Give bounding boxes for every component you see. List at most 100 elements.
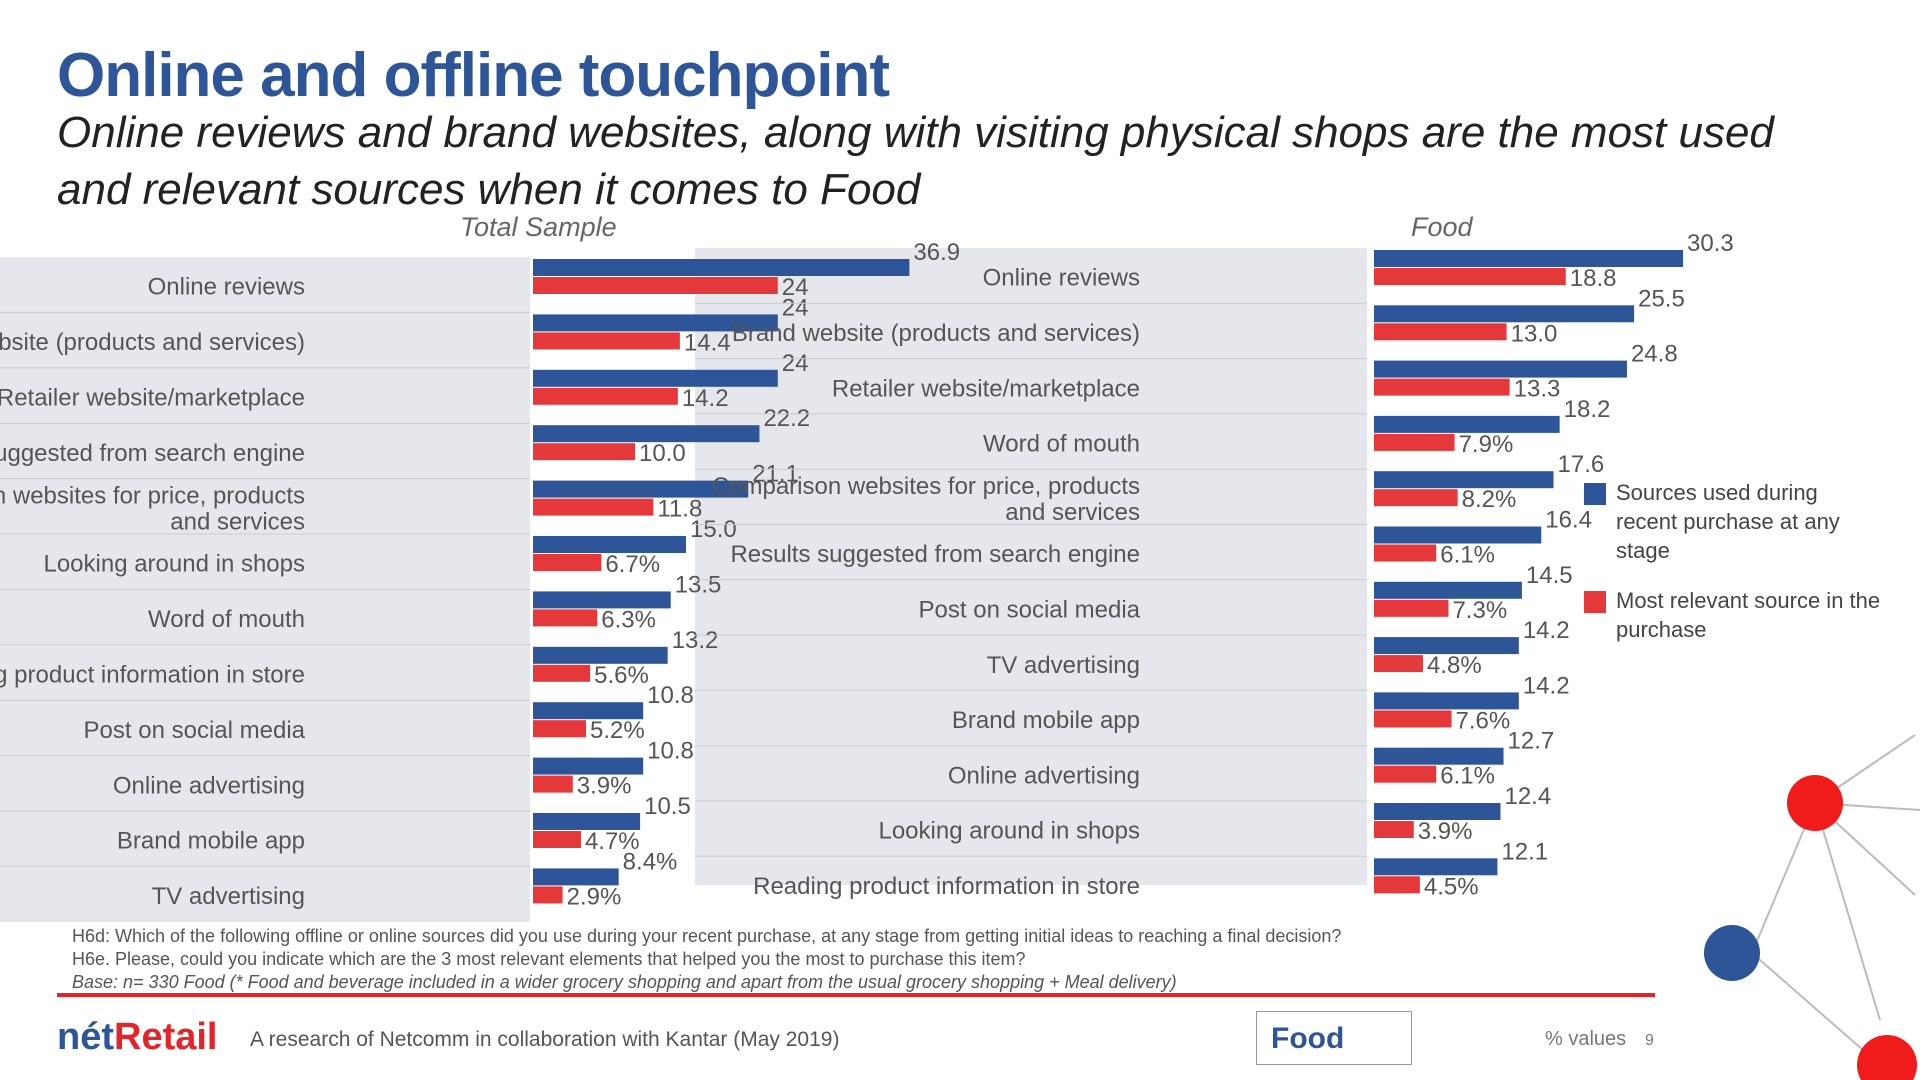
bar-relevant (533, 720, 587, 738)
value-label-used: 15.0 (690, 516, 737, 543)
section-tag: Food (1256, 1011, 1412, 1065)
value-label-relevant: 4.7% (585, 828, 640, 855)
legend-item-relevant: Most relevant source in the purchase (1584, 586, 1884, 644)
value-label-relevant: 7.6% (1456, 707, 1511, 734)
value-label-relevant: 14.4 (684, 329, 731, 356)
footnote-question-h6d: H6d: Which of the following offline or o… (72, 926, 1342, 946)
bar-relevant (1374, 323, 1507, 341)
bar-relevant (1374, 433, 1455, 451)
research-credit: A research of Netcomm in collaboration w… (250, 1028, 840, 1051)
value-label-relevant: 8.2% (1462, 486, 1517, 513)
bar-used (533, 259, 910, 276)
value-label-relevant: 18.8 (1570, 265, 1617, 292)
bar-used (533, 591, 671, 609)
bar-used (1374, 858, 1498, 876)
category-label: Results suggested from search engine (730, 541, 1140, 568)
value-label-used: 10.8 (647, 682, 694, 709)
bar-relevant (1374, 765, 1437, 783)
chart-legend: Sources used during recent purchase at a… (1584, 478, 1884, 665)
value-label-used: 24 (782, 350, 809, 377)
category-label: Comparison websites for price, productsa… (0, 482, 305, 535)
category-label: Reading product information in store (0, 662, 305, 689)
value-label-used: 12.7 (1508, 728, 1555, 755)
value-label-relevant: 13.3 (1514, 376, 1561, 403)
category-label: Word of mouth (148, 606, 305, 633)
bar-relevant (1374, 821, 1414, 838)
bar-relevant (533, 332, 680, 350)
network-line (1751, 952, 1881, 1066)
value-label-used: 12.1 (1501, 838, 1548, 865)
bar-used (1374, 803, 1501, 820)
bar-used (1374, 250, 1684, 267)
bar-relevant (533, 443, 635, 461)
category-label: Results suggested from search engine (0, 440, 305, 467)
footnote-question-h6e: H6e. Please, could you indicate which ar… (72, 949, 1026, 969)
value-label-used: 25.5 (1638, 285, 1685, 312)
value-label-used: 16.4 (1545, 507, 1592, 534)
value-label-relevant: 6.1% (1440, 763, 1495, 790)
value-label-used: 12.4 (1504, 783, 1551, 810)
bar-relevant (533, 886, 563, 904)
bar-used (1374, 747, 1504, 765)
category-label: Online advertising (948, 762, 1140, 789)
value-label-used: 24 (782, 294, 809, 321)
label-panel-food (695, 248, 1367, 885)
category-label: Retailer website/marketplace (0, 385, 305, 412)
category-label: Word of mouth (983, 431, 1140, 458)
bar-relevant (533, 554, 602, 571)
legend-label-relevant: Most relevant source in the purchase (1616, 588, 1881, 642)
value-label-relevant: 7.3% (1452, 597, 1507, 624)
category-label: Brand website (products and services) (732, 320, 1140, 347)
category-label: TV advertising (152, 883, 305, 910)
value-label-used: 36.9 (913, 239, 960, 266)
value-label-relevant: 5.6% (594, 662, 649, 689)
value-label-relevant: 3.9% (577, 773, 632, 800)
value-label-relevant: 2.9% (567, 883, 622, 910)
category-label: Brand mobile app (117, 828, 305, 855)
value-label-used: 21.1 (752, 461, 799, 488)
bar-relevant (1374, 599, 1449, 617)
category-label: Looking around in shops (878, 818, 1140, 845)
units-note: % values (1545, 1028, 1627, 1050)
footer-divider (57, 993, 1655, 997)
value-label-relevant: 11.8 (657, 496, 702, 523)
chart-title-total-sample: Total Sample (460, 212, 617, 242)
legend-swatch-relevant (1584, 591, 1606, 613)
value-label-relevant: 6.7% (605, 551, 660, 578)
value-label-used: 8.4% (623, 848, 678, 875)
value-label-relevant: 14.2 (682, 385, 729, 412)
value-label-used: 17.6 (1558, 451, 1605, 478)
bar-used (533, 369, 778, 387)
bar-relevant (533, 775, 573, 793)
bar-used (1374, 305, 1635, 323)
bar-relevant (1374, 710, 1452, 728)
bar-used (1374, 526, 1542, 544)
value-label-used: 30.3 (1687, 230, 1734, 257)
network-line (1814, 802, 1881, 1021)
value-label-used: 13.2 (672, 627, 719, 654)
bar-relevant (1374, 489, 1458, 507)
value-label-relevant: 4.8% (1427, 652, 1482, 679)
legend-item-used: Sources used during recent purchase at a… (1584, 478, 1884, 565)
bar-used (1374, 360, 1627, 378)
page-number: 9 (1645, 1032, 1654, 1049)
logo-suffix: Retail (114, 1016, 218, 1058)
category-label: Retailer website/marketplace (832, 375, 1140, 402)
value-label-used: 22.2 (763, 405, 810, 432)
bar-used (533, 425, 760, 443)
value-label-relevant: 7.9% (1459, 431, 1514, 458)
chart-title-food: Food (1411, 212, 1473, 242)
bar-used (533, 868, 619, 886)
category-label: Online reviews (983, 265, 1140, 292)
bar-relevant (1374, 268, 1566, 285)
logo-prefix: nét (57, 1016, 114, 1058)
value-label-relevant: 4.5% (1424, 873, 1479, 900)
bar-used (533, 702, 644, 720)
legend-swatch-used (1584, 483, 1606, 505)
network-decoration-icon (1704, 734, 1920, 1080)
bar-used (533, 757, 644, 775)
category-label: Brand mobile app (952, 707, 1140, 734)
bar-relevant (1374, 655, 1423, 673)
